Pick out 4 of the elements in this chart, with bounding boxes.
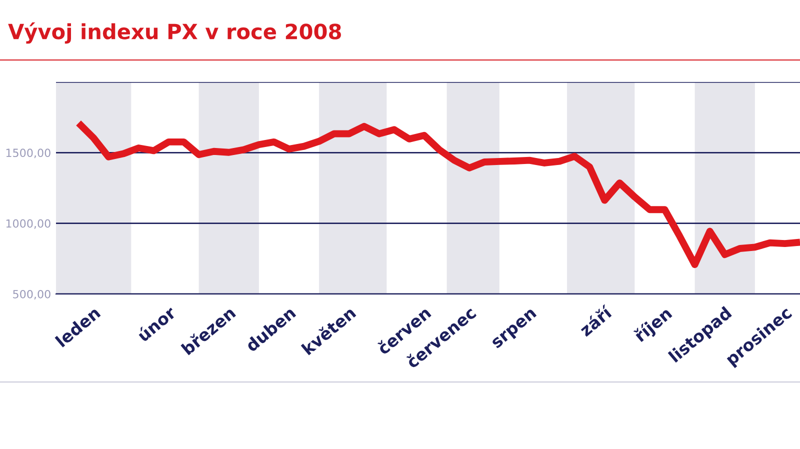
y-tick-label: 500,00: [13, 290, 50, 300]
y-tick-label: 1000,00: [6, 219, 50, 229]
chart-title: Vývoj indexu PX v roce 2008: [8, 22, 341, 44]
y-tick-label: 1500,00: [6, 148, 50, 158]
